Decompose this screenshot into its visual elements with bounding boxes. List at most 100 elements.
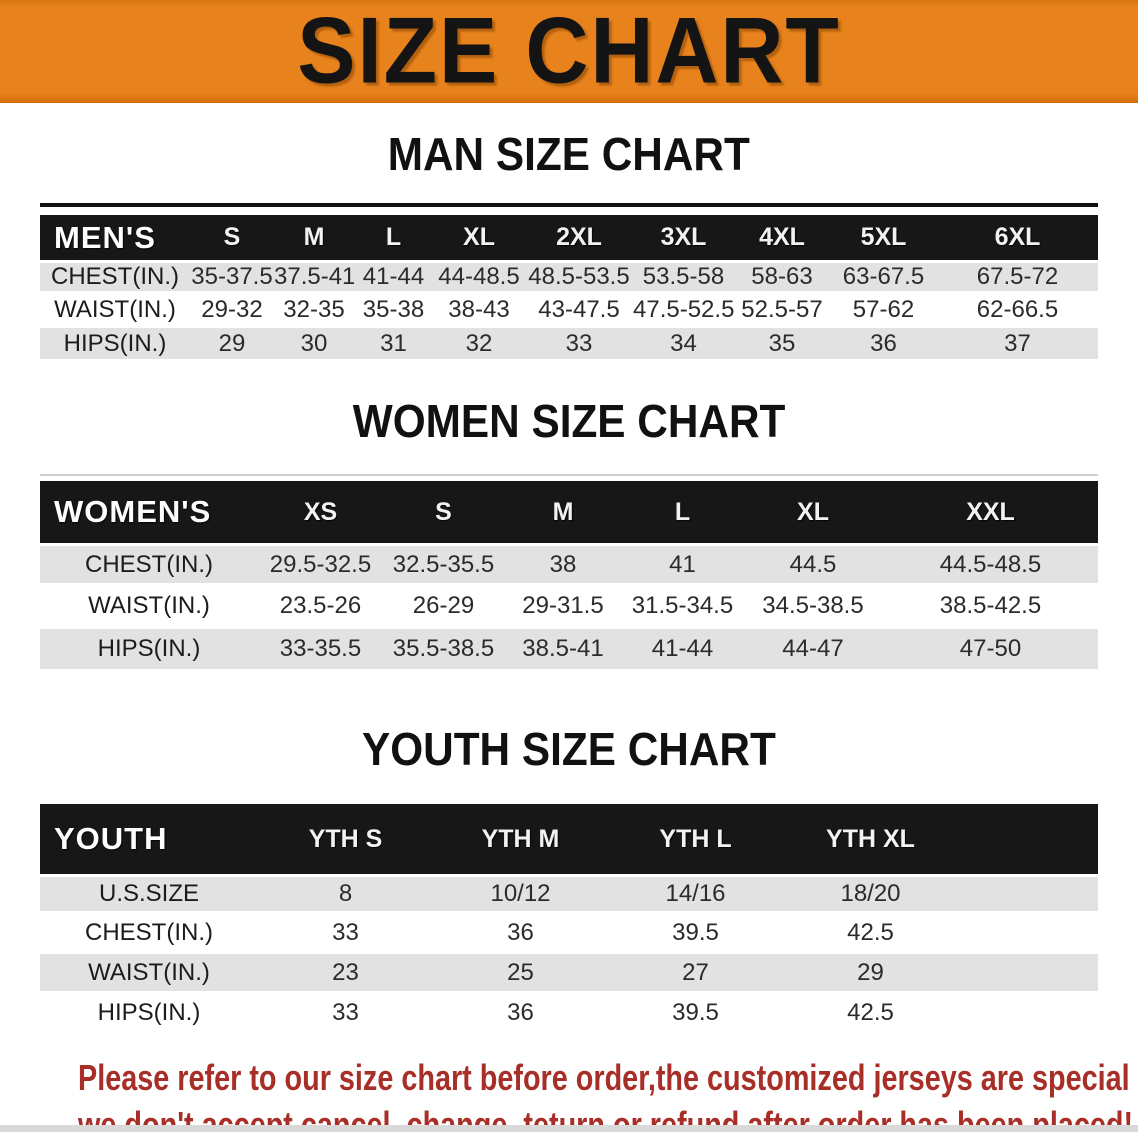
size-cell: 52.5-57 [734,294,830,328]
men-waist-row: WAIST(IN.) 29-32 32-35 35-38 38-43 43-47… [40,294,1098,328]
size-cell: 23.5-26 [258,586,383,629]
men-hips-row: HIPS(IN.) 29 30 31 32 33 34 35 36 37 [40,328,1098,362]
size-cell: 41-44 [622,629,743,672]
column-header: YTH M [433,804,608,874]
size-cell: 33 [525,328,633,362]
spacer-cell [958,914,1098,954]
size-cell: 34 [633,328,734,362]
column-header: XS [258,481,383,543]
size-cell: 23 [258,954,433,994]
size-cell: 42.5 [783,994,958,1034]
size-cell: 37 [937,328,1098,362]
column-header: XL [743,481,883,543]
size-cell: 38-43 [433,294,525,328]
size-cell: 44.5-48.5 [883,543,1098,586]
column-header: 6XL [937,215,1098,260]
size-cell: 58-63 [734,260,830,294]
size-cell: 27 [608,954,783,994]
women-size-table-wrap: WOMEN'S XS S M L XL XXL CHEST(IN.) 29.5-… [40,474,1098,672]
youth-size-table: YOUTH YTH S YTH M YTH L YTH XL U.S.SIZE … [40,804,1098,1034]
size-cell: 53.5-58 [633,260,734,294]
column-header: XL [433,215,525,260]
size-cell: 29 [783,954,958,994]
size-cell: 44-48.5 [433,260,525,294]
men-size-table-wrap: MEN'S S M L XL 2XL 3XL 4XL 5XL 6XL CHEST [40,203,1098,362]
size-cell: 39.5 [608,914,783,954]
size-cell: 35-37.5 [190,260,274,294]
size-cell: 41 [622,543,743,586]
row-label: CHEST(IN.) [40,543,258,586]
size-cell: 33-35.5 [258,629,383,672]
bottom-edge-strip [0,1125,1138,1132]
spacer-cell [958,954,1098,994]
women-chest-row: CHEST(IN.) 29.5-32.5 32.5-35.5 38 41 44.… [40,543,1098,586]
column-header: XXL [883,481,1098,543]
row-label: CHEST(IN.) [40,914,258,954]
column-header: M [504,481,622,543]
column-header: YTH S [258,804,433,874]
women-hips-row: HIPS(IN.) 33-35.5 35.5-38.5 38.5-41 41-4… [40,629,1098,672]
size-cell: 62-66.5 [937,294,1098,328]
size-cell: 38 [504,543,622,586]
size-cell: 67.5-72 [937,260,1098,294]
row-label: HIPS(IN.) [40,994,258,1034]
column-header: S [383,481,504,543]
youth-hips-row: HIPS(IN.) 33 36 39.5 42.5 [40,994,1098,1034]
size-cell: 30 [274,328,354,362]
size-cell: 37.5-41 [274,260,354,294]
women-size-table: WOMEN'S XS S M L XL XXL CHEST(IN.) 29.5-… [40,481,1098,672]
size-cell: 8 [258,874,433,914]
youth-header-row: YOUTH YTH S YTH M YTH L YTH XL [40,804,1098,874]
men-section-heading: MAN SIZE CHART [387,128,751,180]
size-cell: 43-47.5 [525,294,633,328]
size-cell: 57-62 [830,294,937,328]
size-cell: 36 [433,994,608,1034]
size-cell: 10/12 [433,874,608,914]
size-cell: 29.5-32.5 [258,543,383,586]
column-header: 3XL [633,215,734,260]
youth-section-heading: YOUTH SIZE CHART [362,723,776,775]
size-cell: 32.5-35.5 [383,543,504,586]
size-cell: 32-35 [274,294,354,328]
row-label: U.S.SIZE [40,874,258,914]
size-cell: 44-47 [743,629,883,672]
size-cell: 14/16 [608,874,783,914]
size-cell: 41-44 [354,260,433,294]
size-cell: 29-31.5 [504,586,622,629]
size-cell: 36 [433,914,608,954]
youth-table-label: YOUTH [40,804,258,874]
size-cell: 38.5-41 [504,629,622,672]
column-header: M [274,215,354,260]
spacer-cell [958,994,1098,1034]
row-label: CHEST(IN.) [40,260,190,294]
youth-waist-row: WAIST(IN.) 23 25 27 29 [40,954,1098,994]
women-table-label: WOMEN'S [40,481,258,543]
men-chest-row: CHEST(IN.) 35-37.5 37.5-41 41-44 44-48.5… [40,260,1098,294]
row-label: WAIST(IN.) [40,954,258,994]
disclaimer: Please refer to our size chart before or… [40,1054,1138,1132]
row-label: HIPS(IN.) [40,328,190,362]
size-cell: 34.5-38.5 [743,586,883,629]
size-cell: 44.5 [743,543,883,586]
size-cell: 35-38 [354,294,433,328]
size-cell: 32 [433,328,525,362]
column-header: L [354,215,433,260]
size-cell: 63-67.5 [830,260,937,294]
youth-ussize-row: U.S.SIZE 8 10/12 14/16 18/20 [40,874,1098,914]
size-cell: 29-32 [190,294,274,328]
disclaimer-line-1: Please refer to our size chart before or… [78,1057,1138,1098]
size-cell: 35.5-38.5 [383,629,504,672]
size-cell: 31.5-34.5 [622,586,743,629]
women-header-row: WOMEN'S XS S M L XL XXL [40,481,1098,543]
women-section-heading: WOMEN SIZE CHART [352,395,786,447]
row-label: HIPS(IN.) [40,629,258,672]
spacer-cell [958,804,1098,874]
men-header-row: MEN'S S M L XL 2XL 3XL 4XL 5XL 6XL [40,215,1098,260]
youth-size-table-wrap: YOUTH YTH S YTH M YTH L YTH XL U.S.SIZE … [40,804,1098,1034]
size-cell: 47-50 [883,629,1098,672]
column-header: 2XL [525,215,633,260]
banner: SIZE CHART [0,0,1138,103]
size-cell: 42.5 [783,914,958,954]
size-cell: 29 [190,328,274,362]
